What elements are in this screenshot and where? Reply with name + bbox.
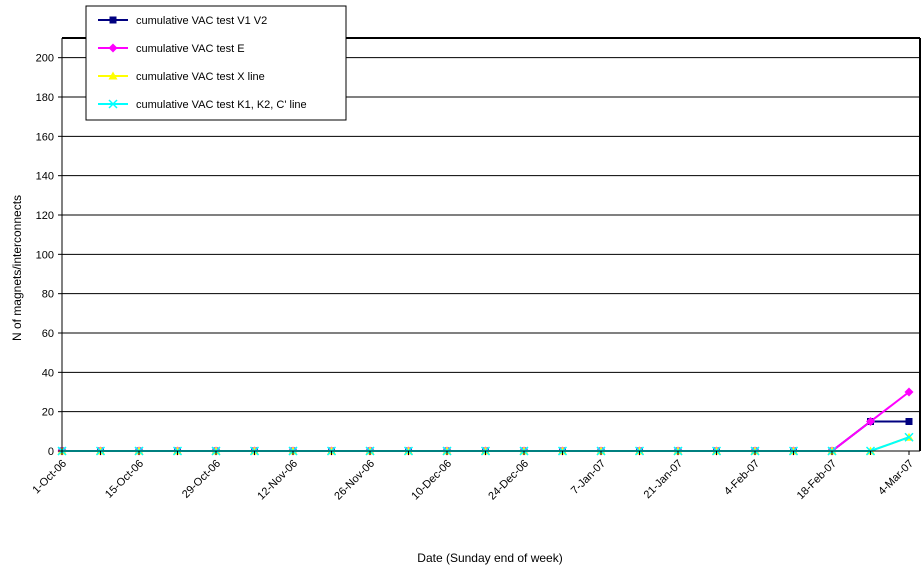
- data-point: [905, 418, 913, 425]
- x-tick-label: 26-Nov-06: [332, 458, 377, 503]
- legend-item: cumulative VAC test V1 V2: [98, 15, 267, 27]
- legend: cumulative VAC test V1 V2 cumulative VAC …: [85, 5, 347, 121]
- x-axis-title: Date (Sunday end of week): [417, 551, 562, 565]
- legend-swatch-marker: [108, 43, 118, 53]
- y-tick-label: 200: [36, 53, 54, 65]
- legend-item: cumulative VAC test X line: [98, 71, 265, 83]
- x-tick-label: 7-Jan-07: [569, 458, 608, 497]
- y-tick-label: 180: [36, 92, 54, 104]
- x-tick-label: 4-Mar-07: [876, 458, 916, 498]
- y-tick-label: 80: [42, 289, 54, 301]
- x-tick-label: 21-Jan-07: [642, 458, 686, 502]
- x-tick-label: 12-Nov-06: [255, 458, 300, 503]
- legend-swatch-marker: [108, 99, 118, 109]
- legend-box: [85, 5, 347, 121]
- x-tick-label: 10-Dec-06: [409, 458, 454, 503]
- legend-swatch-marker: [108, 71, 118, 80]
- legend-label: cumulative VAC test K1, K2, C' line: [136, 99, 307, 111]
- y-tick-labels: 0 20 40 60 80 100 120 140 160 180 200: [36, 53, 54, 458]
- y-axis-title: N of magnets/interconnects: [10, 195, 24, 341]
- x-tick-labels: 1-Oct-06 15-Oct-06 29-Oct-06 12-Nov-06 26-No…: [30, 458, 916, 503]
- x-tick-label: 18-Feb-07: [795, 458, 839, 502]
- data-point: [866, 417, 875, 426]
- y-tick-label: 120: [36, 210, 54, 222]
- legend-item: cumulative VAC test K1, K2, C' line: [98, 99, 307, 111]
- y-tick-label: 40: [42, 367, 54, 379]
- series-2: [57, 387, 914, 456]
- legend-label: cumulative VAC test V1 V2: [136, 15, 267, 27]
- legend-label: cumulative VAC test X line: [136, 71, 265, 83]
- y-tick-label: 20: [42, 407, 54, 419]
- legend-swatch-marker: [109, 16, 117, 24]
- y-tick-label: 60: [42, 328, 54, 340]
- y-tick-label: 140: [36, 171, 54, 183]
- x-tick-label: 4-Feb-07: [722, 458, 762, 498]
- x-tick-label: 24-Dec-06: [486, 458, 531, 503]
- data-point: [904, 387, 914, 397]
- series-line: [62, 391, 910, 452]
- data-point: [904, 432, 914, 442]
- y-tick-label: 100: [36, 249, 54, 261]
- legend-label: cumulative VAC test E: [136, 43, 245, 55]
- legend-item: cumulative VAC test E: [98, 43, 245, 55]
- y-tick-label: 0: [48, 446, 54, 458]
- series-layer: [57, 387, 914, 456]
- gridlines: [62, 57, 920, 413]
- x-tick-label: 15-Oct-06: [103, 458, 146, 501]
- y-tick-label: 160: [36, 131, 54, 143]
- x-tick-label: 1-Oct-06: [30, 458, 69, 497]
- x-tick-label: 29-Oct-06: [180, 458, 223, 501]
